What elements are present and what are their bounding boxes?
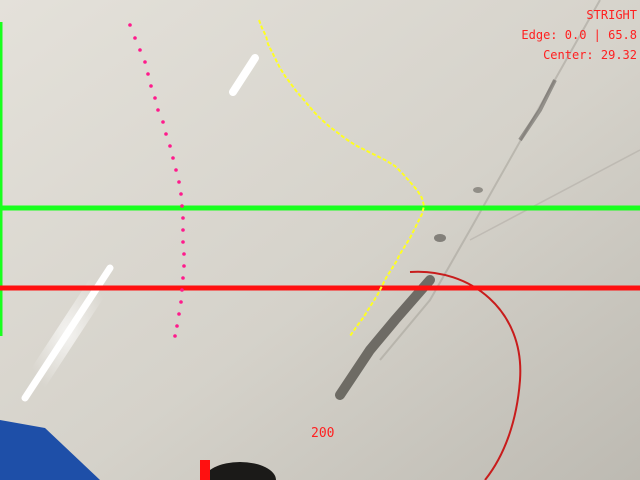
scuff-mark-lower [335,275,435,400]
center-trace-point [133,36,137,40]
center-trace-point [181,240,185,244]
center-trace-point [171,156,175,160]
blue-mat [0,420,100,480]
distance-readout: 200 [311,426,335,441]
center-trace-point [173,334,177,338]
center-trace-point [128,23,132,27]
position-marker-icon [200,460,210,480]
center-trace-point [156,108,160,112]
center-trace-point [149,84,153,88]
edge-trace-line [258,19,426,337]
center-trace-point [180,204,184,208]
floor-spot [434,234,446,242]
center-trace-point [181,228,185,232]
center-trace-point [181,276,185,280]
center-trace-point [164,132,168,136]
center-trace-point [146,72,150,76]
center-trace-point [174,168,178,172]
light-reflection-upper [229,54,259,96]
center-trace-point [181,216,185,220]
center-trace-point [153,96,157,100]
center-trace-point [179,300,183,304]
edge-trace [258,19,426,337]
center-trace [128,23,186,338]
center-trace-point [138,48,142,52]
center-trace-point [177,312,181,316]
center-trace-point [177,180,181,184]
center-trace-point [179,192,183,196]
center-trace-point [168,144,172,148]
floor-spot [473,187,483,193]
center-trace-point [143,60,147,64]
edge-readout: Edge: 0.0 | 65.8 [521,28,637,42]
scuff-mark-upper [518,79,557,142]
center-trace-point [180,288,184,292]
floor-joint [469,149,640,241]
center-trace-point [182,264,186,268]
status-label: STRIGHT [586,8,637,22]
red-cable [409,270,522,480]
robot-body-shadow [204,462,276,480]
center-trace-point [161,120,165,124]
center-readout: Center: 29.32 [543,48,637,62]
center-trace-point [175,324,179,328]
center-trace-point [182,252,186,256]
